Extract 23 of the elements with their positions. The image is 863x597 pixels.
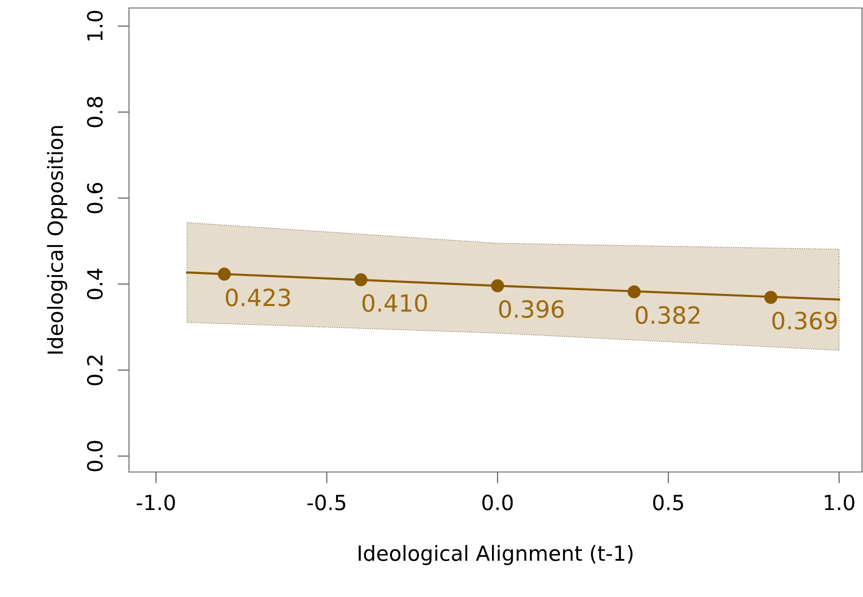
x-tick-label: -0.5 — [307, 494, 346, 510]
data-label: 0.382 — [636, 306, 700, 324]
x-tick-label: 0.5 — [653, 494, 684, 510]
y-axis-title: Ideological Opposition — [47, 126, 68, 354]
y-tick-label: 1.0 — [86, 10, 103, 40]
point — [491, 279, 504, 292]
x-axis-title: Ideological Alignment (t-1) — [358, 544, 633, 566]
x-tick-label: 1.0 — [824, 494, 854, 510]
data-label: 0.369 — [772, 312, 837, 330]
data-label: 0.396 — [499, 300, 564, 318]
y-tick-label: 0.4 — [86, 268, 103, 300]
point — [218, 268, 231, 281]
x-tick-label: -1.0 — [136, 494, 175, 510]
y-tick-label: 0.8 — [86, 96, 103, 128]
point — [628, 285, 641, 298]
point — [764, 290, 778, 304]
y-tick-label: 0.6 — [86, 182, 103, 214]
data-label: 0.410 — [362, 294, 427, 312]
y-tick-label: 0.0 — [86, 440, 103, 472]
y-tick-label: 0.2 — [86, 356, 103, 386]
point — [354, 273, 368, 286]
data-label: 0.423 — [226, 288, 290, 306]
x-tick-label: 0.0 — [482, 494, 513, 510]
